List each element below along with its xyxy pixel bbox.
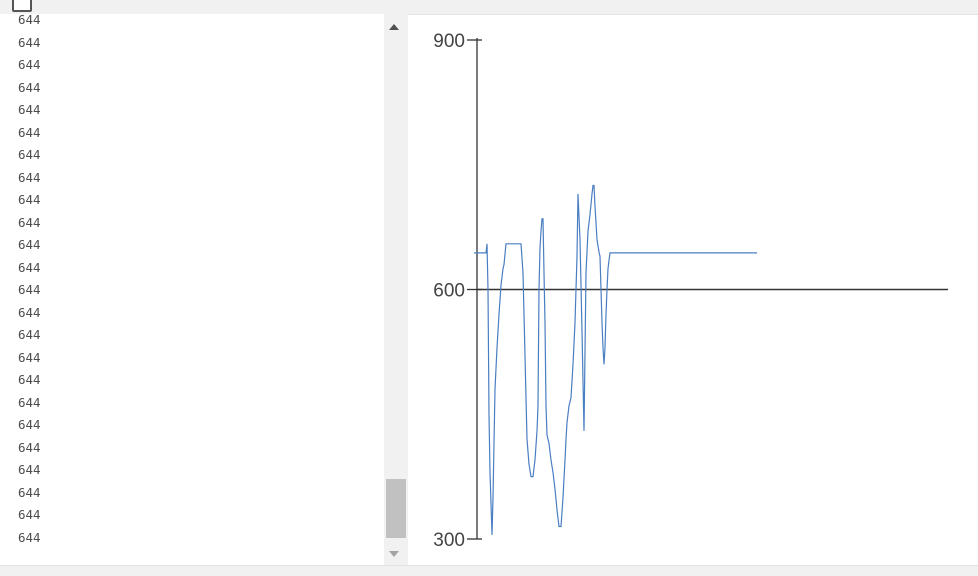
serial-monitor-line: 644 [18,169,41,185]
serial-monitor-line: 644 [18,282,41,297]
serial-monitor-lines: 644 644 644 644 644 644 644 644 644 644 644 644 644 6… [18,14,41,549]
serial-monitor-line: 644 [18,462,41,477]
scroll-down-arrow-icon[interactable] [389,551,399,557]
y-tick-label: 300 [433,530,465,551]
serial-monitor-line: 644 [18,394,41,410]
serial-monitor-line: 644 [18,304,41,320]
status-bar [0,565,978,576]
serial-monitor-line: 644 [18,259,41,275]
serial-monitor-line: 644 [18,439,41,455]
data-series-line [474,184,757,535]
serial-monitor-line: 644 [18,417,41,432]
scroll-up-arrow-icon[interactable] [389,24,399,30]
serial-monitor-line: 644 [18,507,41,522]
window-menu-icon[interactable] [12,0,32,12]
serial-monitor-line: 644 [18,214,41,230]
serial-monitor-line: 644 [18,237,41,252]
scrollbar-thumb[interactable] [386,479,406,538]
serial-monitor-line: 644 [18,34,41,50]
serial-monitor-line: 644 [18,124,41,140]
y-axis-ticks: 300 600 900 [433,31,482,551]
title-bar [0,0,978,15]
serial-monitor-line: 644 [18,484,41,500]
y-tick-label: 900 [433,31,465,52]
serial-monitor-line: 644 [18,57,41,72]
serial-plotter-chart: 300 600 900 [433,31,948,551]
serial-monitor-line: 644 [18,102,41,117]
serial-monitor-line: 644 [18,14,41,27]
serial-monitor-line: 644 [18,372,41,387]
serial-monitor-output[interactable]: 644 644 644 644 644 644 644 644 644 644 644 644 644 6… [0,14,384,565]
serial-monitor-scrollbar[interactable] [384,14,408,565]
serial-monitor-line: 644 [18,529,41,545]
serial-monitor-line: 644 [18,147,41,162]
y-tick-label: 600 [433,281,465,302]
serial-monitor-line: 644 [18,327,41,342]
serial-monitor-line: 644 [18,192,41,207]
serial-monitor-line: 644 [18,349,41,365]
serial-monitor-line: 644 [18,79,41,95]
